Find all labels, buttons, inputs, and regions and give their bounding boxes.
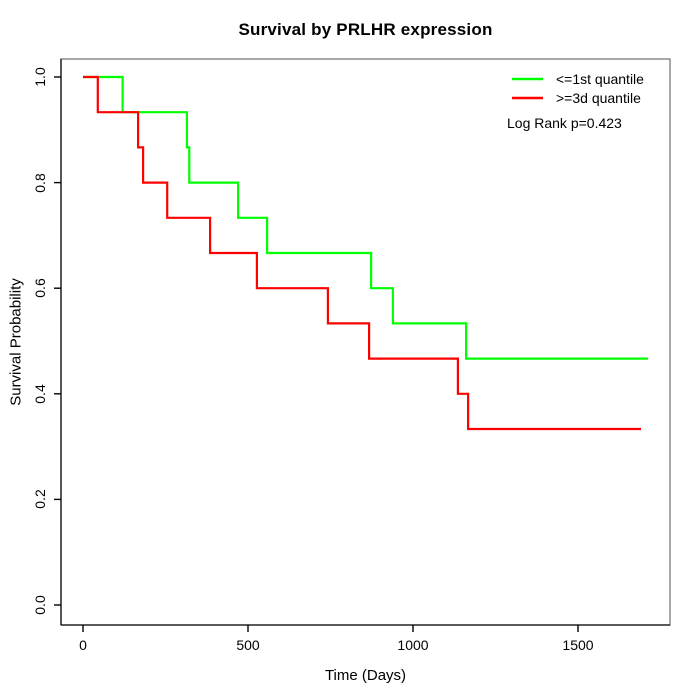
legend-label-high-expression: >=3d quantile — [556, 90, 641, 106]
x-axis-label: Time (Days) — [324, 667, 407, 684]
y-tick-label: 0.2 — [32, 489, 48, 510]
y-tick-label: 0.6 — [32, 278, 48, 298]
y-tick-label: 1.0 — [32, 67, 48, 87]
y-tick-label: 0.8 — [32, 172, 48, 193]
km-curve-high-expression — [83, 75, 641, 431]
y-tick-label: 0.4 — [32, 384, 48, 404]
y-tick-label: 0.0 — [32, 595, 48, 615]
x-tick-label: 1000 — [397, 637, 429, 653]
x-tick-label: 1500 — [562, 637, 594, 653]
km-curve-low-expression — [83, 75, 648, 360]
legend-label-low-expression: <=1st quantile — [556, 71, 644, 87]
plot-box — [60, 58, 671, 626]
x-tick-label: 500 — [236, 637, 260, 653]
log-rank-p-value: Log Rank p=0.423 — [507, 115, 622, 131]
y-axis-label: Survival Probability — [7, 278, 25, 406]
chart-title: Survival by PRLHR expression — [238, 20, 493, 39]
x-tick-label: 0 — [79, 637, 87, 653]
